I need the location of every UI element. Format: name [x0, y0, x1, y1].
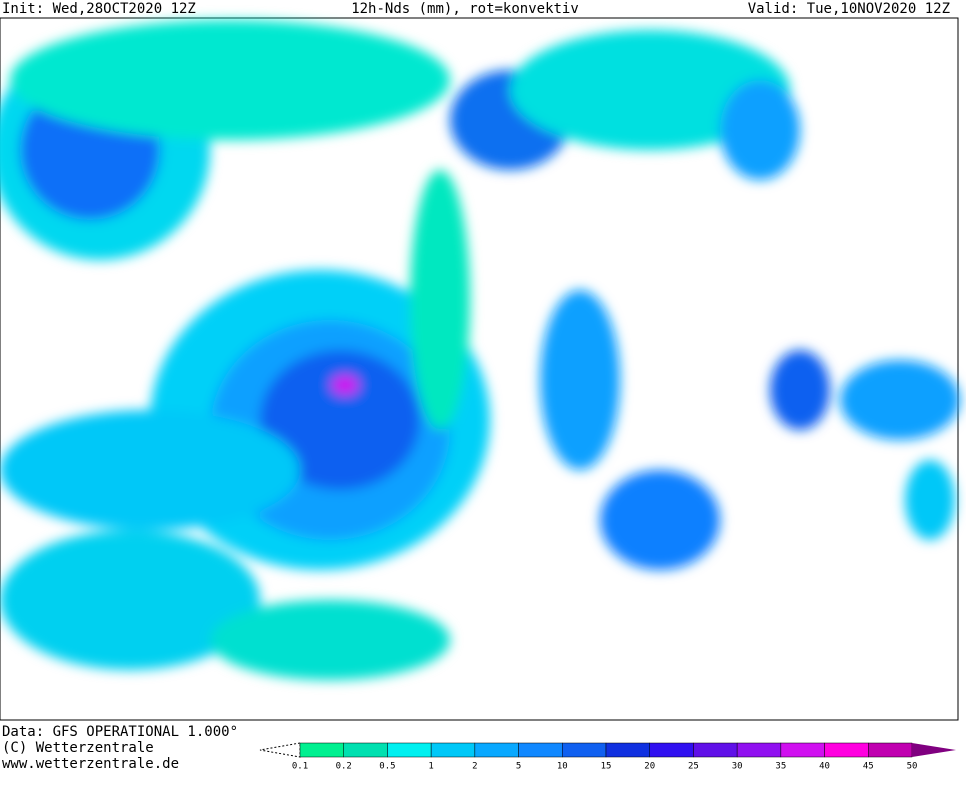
legend-swatch [387, 742, 432, 758]
legend-label: 30 [732, 762, 743, 772]
legend-label: 25 [688, 762, 699, 772]
legend-label: 35 [775, 762, 786, 772]
over-arrow [912, 743, 956, 757]
legend-swatch [736, 742, 782, 758]
website: www.wetterzentrale.de [2, 756, 179, 772]
legend-label: 45 [863, 762, 874, 772]
copyright: (C) Wetterzentrale [2, 740, 154, 756]
legend-label: 5 [516, 762, 521, 772]
legend-swatch [299, 742, 344, 758]
legend-swatch [649, 742, 694, 758]
legend-swatch [474, 742, 519, 758]
legend-swatch [562, 742, 607, 758]
legend-label: 1 [428, 762, 433, 772]
precipitation-field [0, 20, 960, 680]
legend-swatch [430, 742, 476, 758]
legend-label: 0.2 [336, 762, 352, 772]
legend-label: 2 [472, 762, 477, 772]
init-time: Init: Wed,28OCT2020 12Z [2, 1, 196, 17]
legend-label: 10 [557, 762, 568, 772]
data-source: Data: GFS OPERATIONAL 1.000° [2, 724, 238, 740]
legend-label: 15 [601, 762, 612, 772]
under-arrow [259, 742, 301, 758]
legend-label: 20 [644, 762, 655, 772]
color-legend: 0.1 0.2 0.5 1 2 5 10 15 20 25 30 35 40 45 50 [259, 742, 956, 772]
map-title: 12h-Nds (mm), rot=konvektiv [351, 1, 579, 17]
map [0, 17, 960, 721]
legend-swatch [780, 742, 825, 758]
valid-time: Valid: Tue,10NOV2020 12Z [748, 1, 950, 17]
legend-swatch [518, 742, 563, 758]
legend-label: 40 [819, 762, 830, 772]
legend-swatch [605, 742, 650, 758]
legend-label: 0.1 [292, 762, 308, 772]
legend-label: 0.5 [379, 762, 395, 772]
legend-swatch [693, 742, 738, 758]
legend-swatch [343, 742, 388, 758]
legend-swatch [824, 742, 869, 758]
legend-swatch [868, 742, 913, 758]
legend-label: 50 [907, 762, 918, 772]
